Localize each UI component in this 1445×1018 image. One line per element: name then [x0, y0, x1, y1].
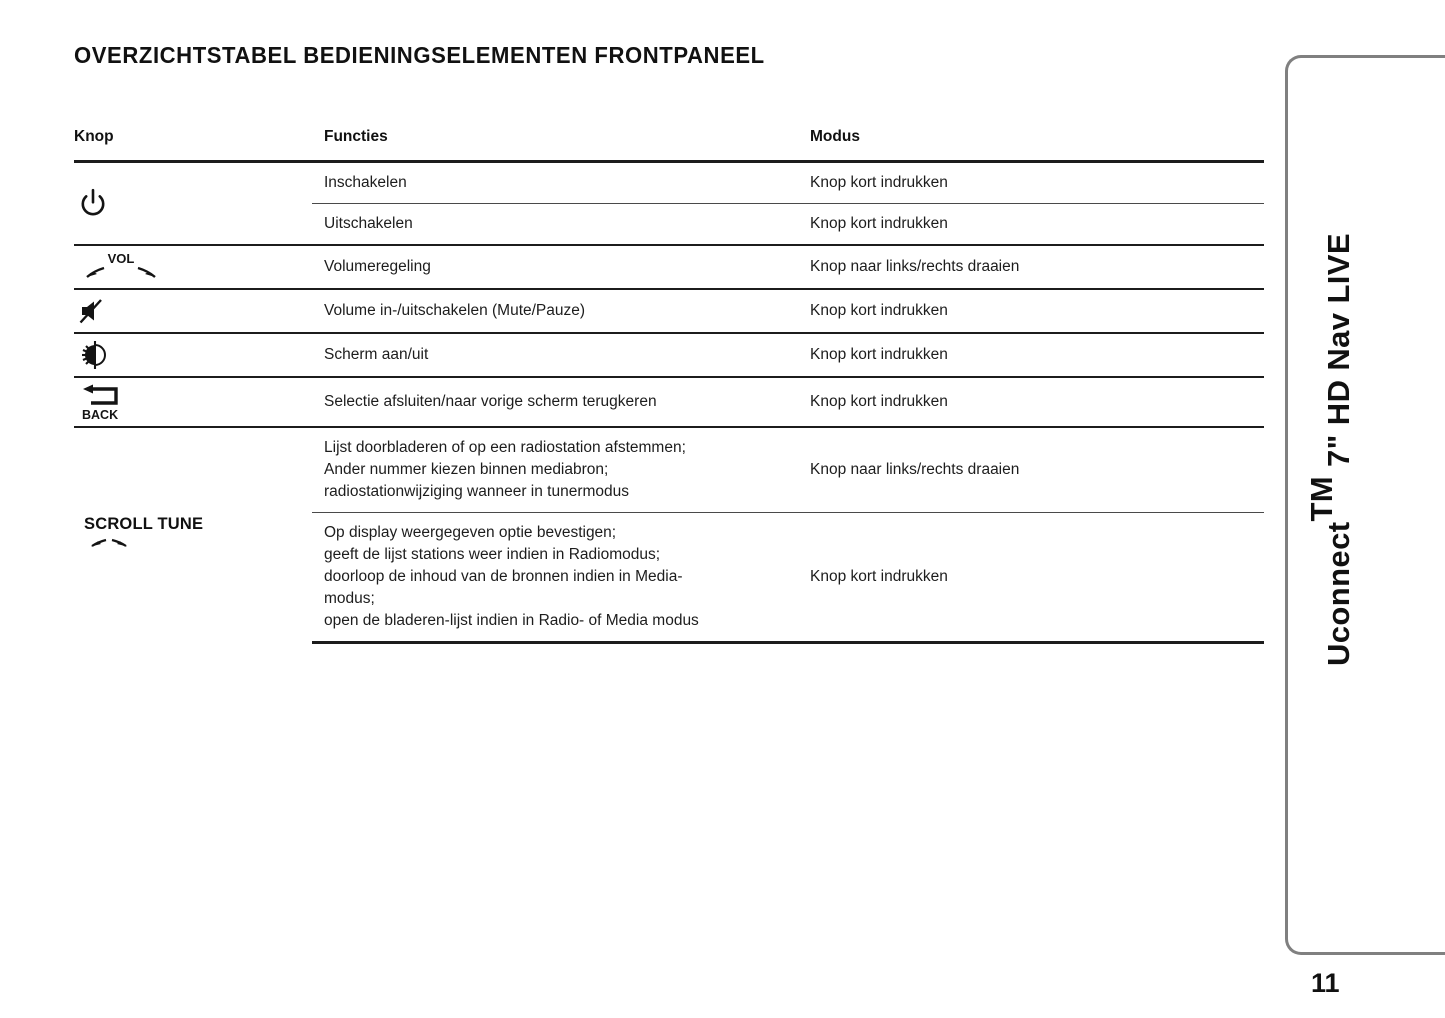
svg-text:VOL: VOL: [108, 251, 135, 266]
functie-cell: Lijst doorbladeren of op een radiostatio…: [312, 426, 800, 513]
controls-overview-table: Knop Functies Modus: [74, 128, 1264, 644]
volume-knob-icon: VOL: [78, 250, 164, 284]
knop-cell-back: BACK: [74, 376, 312, 427]
side-tab-label: UconnectTM 7" HD Nav LIVE: [1303, 234, 1356, 667]
table-row: Inschakelen Knop kort indrukken: [74, 162, 1264, 215]
table-row: BACK Selectie afsluiten/naar vorige sche…: [74, 376, 1264, 427]
trademark-mark: TM: [1303, 476, 1339, 523]
side-tab-label-main: Uconnect: [1320, 522, 1356, 667]
functie-cell: Uitschakelen: [312, 203, 800, 245]
side-tab-label-rest: 7" HD Nav LIVE: [1320, 233, 1356, 477]
knop-cell-scroll-tune: SCROLL TUNE: [74, 426, 312, 643]
back-icon: BACK: [78, 382, 134, 422]
power-icon: [78, 188, 108, 220]
knop-cell-mute: [74, 288, 312, 333]
side-tab-label-wrap: UconnectTM 7" HD Nav LIVE: [1300, 0, 1360, 900]
side-tab: [1285, 55, 1445, 955]
modus-cell: Knop kort indrukken: [800, 203, 1264, 245]
functie-cell: Op display weergegeven optie bevestigen;…: [312, 512, 800, 644]
svg-text:BACK: BACK: [82, 408, 118, 422]
modus-cell: Knop kort indrukken: [810, 174, 948, 191]
functie-cell: Scherm aan/uit: [312, 332, 800, 377]
modus-cell: Knop naar links/rechts draaien: [800, 244, 1264, 289]
functie-cell: Volume in-/uitschakelen (Mute/Pauze): [312, 288, 800, 333]
table-row: SCROLL TUNE Lijst doorbladeren of op een…: [74, 426, 1264, 643]
table-header-row: Knop Functies Modus: [74, 128, 1264, 162]
scroll-tune-icon: [84, 534, 144, 556]
modus-cell: Knop naar links/rechts draaien: [800, 426, 1264, 513]
modus-cell: Knop kort indrukken: [800, 288, 1264, 333]
knop-cell-power: [74, 162, 312, 246]
scroll-tune-label: SCROLL TUNE: [84, 514, 204, 533]
modus-cell: Knop kort indrukken: [800, 512, 1264, 644]
modus-cell: Knop kort indrukken: [800, 332, 1264, 377]
functie-cell: Inschakelen: [324, 174, 407, 191]
table-row: Uitschakelen Knop kort indrukken: [74, 203, 1264, 245]
column-header-knop: Knop: [74, 128, 114, 145]
page-number: 11: [1311, 968, 1340, 998]
brightness-icon: [78, 340, 110, 370]
mute-icon: [78, 296, 108, 326]
knop-cell-volume: VOL: [74, 244, 312, 289]
modus-cell: Knop kort indrukken: [800, 376, 1264, 427]
table-row: Volume in-/uitschakelen (Mute/Pauze) Kno…: [74, 288, 1264, 333]
functie-cell: Selectie afsluiten/naar vorige scherm te…: [312, 376, 800, 427]
functie-cell: Volumeregeling: [312, 244, 800, 289]
table-row: Scherm aan/uit Knop kort indrukken: [74, 332, 1264, 377]
table-row: Op display weergegeven optie bevestigen;…: [74, 512, 1264, 644]
page-title: OVERZICHTSTABEL BEDIENINGSELEMENTEN FRON…: [74, 42, 765, 68]
knop-cell-brightness: [74, 332, 312, 377]
column-header-functies: Functies: [324, 128, 388, 145]
table-row: VOL Volumeregeling Knop naar links/recht…: [74, 244, 1264, 289]
column-header-modus: Modus: [810, 128, 860, 145]
